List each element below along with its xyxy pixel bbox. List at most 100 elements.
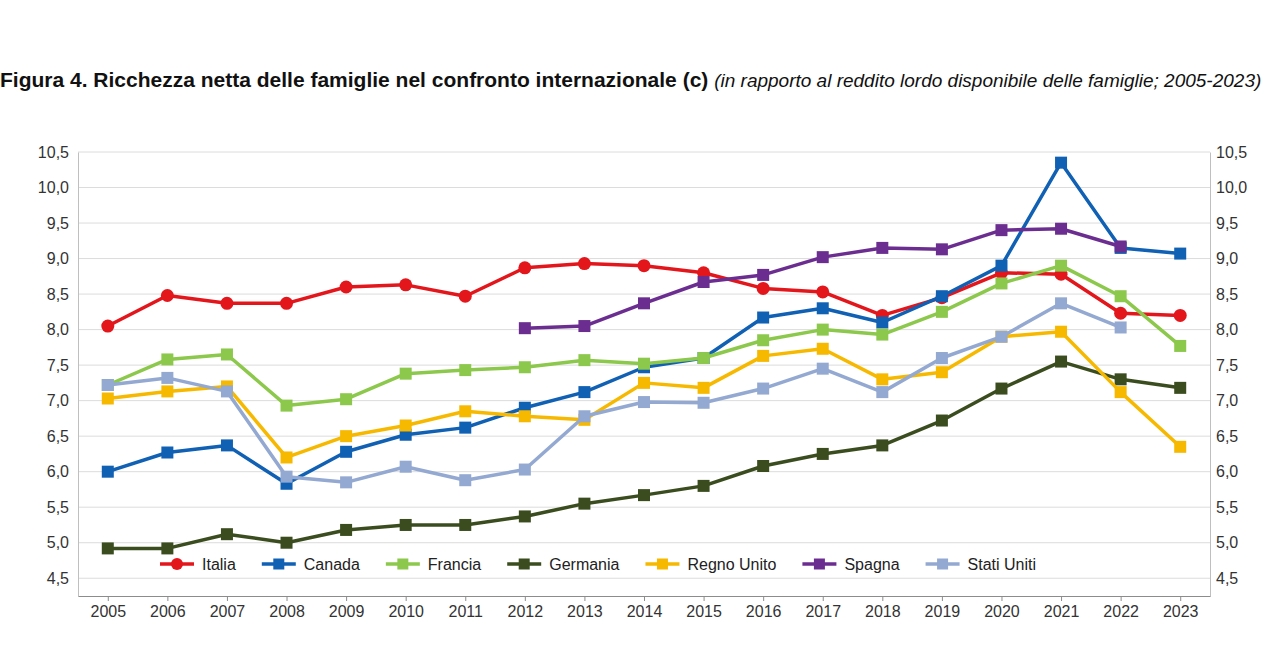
point: [936, 415, 948, 427]
point: [519, 510, 531, 522]
y-tick-label: 8,0: [47, 321, 69, 338]
series-line: [108, 264, 1180, 327]
point: [280, 297, 293, 310]
grid-line: [78, 152, 1210, 153]
grid-line: [78, 578, 1210, 579]
point: [102, 379, 114, 391]
y-axis-line: [78, 153, 79, 597]
series-line: [108, 332, 1180, 458]
series-line: [525, 229, 1121, 328]
x-tick-label: 2018: [865, 603, 901, 620]
x-tick-mark: [227, 596, 228, 601]
x-tick: 2021: [1044, 596, 1080, 620]
point: [936, 306, 948, 318]
point: [876, 316, 888, 328]
x-tick-mark: [763, 596, 764, 601]
point: [698, 352, 710, 364]
x-tick: 2023: [1163, 596, 1199, 620]
point: [220, 297, 233, 310]
point: [995, 260, 1007, 272]
point: [1115, 240, 1127, 252]
point: [936, 290, 948, 302]
point: [757, 282, 770, 295]
point: [518, 261, 531, 274]
point: [400, 420, 412, 432]
point: [340, 280, 353, 293]
x-tick-label: 2016: [746, 603, 782, 620]
point: [638, 259, 651, 272]
point: [459, 405, 471, 417]
point: [1055, 260, 1067, 272]
point: [757, 350, 769, 362]
y-tick: 9,0: [47, 250, 78, 267]
point: [578, 386, 590, 398]
grid-line: [78, 294, 1210, 295]
point: [340, 524, 352, 536]
y2-tick: 5,0: [1210, 534, 1238, 551]
legend-label: Regno Unito: [687, 556, 776, 573]
x-tick: 2012: [508, 596, 544, 620]
point: [1115, 373, 1127, 385]
legend-label: Francia: [428, 556, 481, 573]
legend: Italia Canada Francia Germania Regno Unito Sp…: [160, 556, 1036, 573]
x-tick-label: 2021: [1044, 603, 1080, 620]
point: [995, 383, 1007, 395]
x-tick: 2006: [150, 596, 186, 620]
y-tick-label: 4,5: [47, 570, 69, 587]
y2-axis: 4,55,05,56,06,57,07,58,08,59,09,510,010,…: [1210, 144, 1247, 597]
point: [281, 471, 293, 483]
y2-tick-label: 5,0: [1216, 534, 1238, 551]
point: [757, 312, 769, 324]
y-tick: 5,5: [47, 499, 78, 516]
point: [936, 352, 948, 364]
x-tick-mark: [1061, 596, 1062, 601]
y2-tick-label: 4,5: [1216, 570, 1238, 587]
legend-item: Canada: [262, 556, 360, 573]
x-tick: 2014: [627, 596, 663, 620]
point: [340, 476, 352, 488]
y2-tick: 9,0: [1210, 250, 1238, 267]
y-tick: 7,5: [47, 357, 78, 374]
x-tick-label: 2015: [686, 603, 722, 620]
x-tick-label: 2013: [567, 603, 603, 620]
legend-label: Canada: [304, 556, 360, 573]
x-tick: 2017: [805, 596, 841, 620]
grid-line: [78, 436, 1210, 437]
x-tick-mark: [584, 596, 585, 601]
legend-label: Germania: [549, 556, 619, 573]
x-tick: 2018: [865, 596, 901, 620]
x-tick-label: 2010: [388, 603, 424, 620]
point: [995, 224, 1007, 236]
point: [876, 439, 888, 451]
point: [519, 410, 531, 422]
point: [1115, 386, 1127, 398]
point: [578, 257, 591, 270]
x-tick: 2020: [984, 596, 1020, 620]
y-tick: 6,5: [47, 428, 78, 445]
y2-tick: 9,5: [1210, 215, 1238, 232]
legend-item: Germania: [507, 556, 619, 573]
legend-item: Italia: [160, 556, 236, 573]
legend-item: Francia: [386, 556, 481, 573]
legend-item: Spagna: [802, 556, 899, 573]
series-line: [108, 362, 1180, 549]
point: [1055, 356, 1067, 368]
point: [459, 519, 471, 531]
y-tick-label: 9,0: [47, 250, 69, 267]
y-tick-label: 10,0: [38, 179, 69, 196]
series: [102, 157, 1186, 490]
point: [161, 289, 174, 302]
y2-tick: 7,0: [1210, 392, 1238, 409]
y-tick: 8,0: [47, 321, 78, 338]
point: [817, 363, 829, 375]
y2-tick: 6,0: [1210, 463, 1238, 480]
point: [519, 464, 531, 476]
subtitle: (in rapporto al reddito lordo disponibil…: [714, 70, 1261, 91]
x-tick-mark: [287, 596, 288, 601]
grid-line: [78, 258, 1210, 259]
y-tick-label: 10,5: [38, 144, 69, 161]
series: [102, 297, 1127, 488]
point: [1174, 382, 1186, 394]
grid-line: [78, 471, 1210, 472]
point: [757, 460, 769, 472]
